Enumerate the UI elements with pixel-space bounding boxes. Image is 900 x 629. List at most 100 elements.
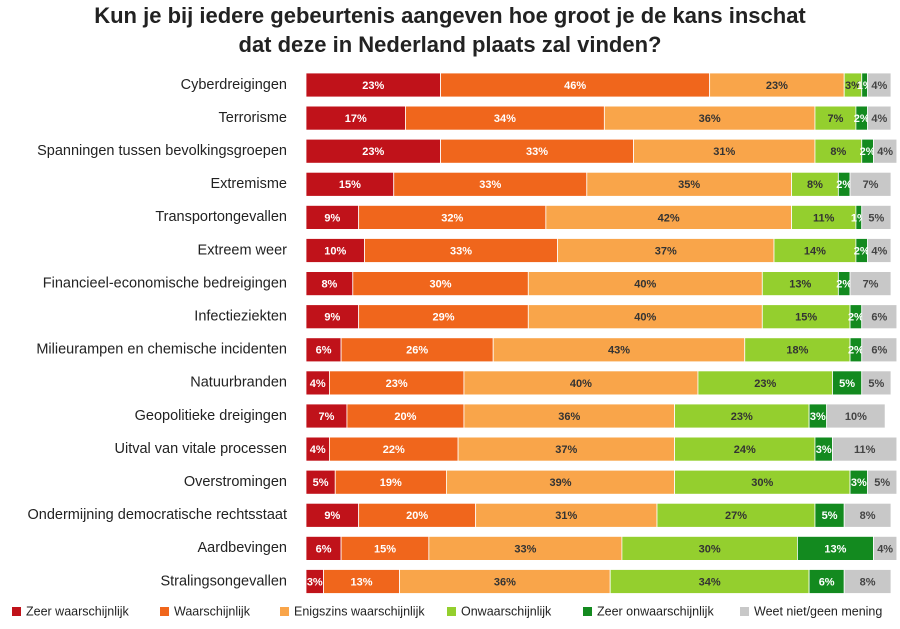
data-label: 36% (494, 576, 516, 588)
data-label: 5% (822, 510, 838, 522)
data-label: 3% (845, 80, 861, 92)
bar-segment (305, 536, 342, 561)
data-label: 15% (795, 312, 817, 324)
data-label: 8% (860, 576, 876, 588)
data-label: 19% (380, 477, 402, 489)
bar-segment (697, 370, 833, 396)
bar-segment (791, 171, 839, 197)
chart-title: dat deze in Nederland plaats zal vinden? (239, 32, 662, 57)
bar-segment (861, 304, 898, 330)
bar-segment (440, 72, 711, 98)
data-label: 5% (868, 378, 884, 390)
bar-segment (656, 502, 816, 528)
data-label: 10% (324, 245, 346, 257)
data-label: 8% (807, 179, 823, 191)
data-label: 4% (310, 444, 326, 456)
data-label: 7% (863, 279, 879, 291)
bar-segment (334, 469, 447, 495)
bar-segment (814, 105, 857, 131)
legend-label: Zeer onwaarschijnlijk (597, 604, 714, 618)
bar-segment (814, 502, 845, 528)
data-label: 2% (848, 312, 864, 324)
bar-segment (808, 569, 845, 594)
legend-label: Weet niet/geen mening (754, 604, 882, 618)
category-label: Ondermijning democratische rechtsstaat (27, 507, 287, 523)
bar-segment (305, 403, 348, 429)
bar-segment (873, 138, 898, 164)
bar-segment (849, 171, 892, 197)
data-label: 33% (479, 179, 501, 191)
data-label: 26% (406, 345, 428, 357)
bar-segment (358, 502, 477, 528)
data-label: 13% (824, 543, 846, 555)
data-label: 31% (713, 146, 735, 158)
bar-segment (305, 171, 395, 197)
category-label: Overstromingen (184, 474, 287, 490)
data-label: 11% (854, 444, 876, 456)
category-label: Milieurampen en chemische incidenten (36, 342, 287, 358)
data-label: 4% (871, 245, 887, 257)
data-label: 39% (549, 477, 571, 489)
bar-segment (305, 304, 360, 330)
bar-segment (358, 204, 547, 230)
bar-segment (861, 204, 892, 230)
data-label: 20% (394, 411, 416, 423)
data-label: 4% (871, 113, 887, 125)
data-label: 23% (362, 80, 384, 92)
data-label: 5% (874, 477, 890, 489)
data-label: 6% (316, 345, 332, 357)
data-label: 6% (819, 576, 835, 588)
data-label: 3% (851, 477, 867, 489)
data-label: 5% (839, 378, 855, 390)
category-label: Uitval van vitale processen (115, 441, 287, 457)
category-label: Geopolitieke dreigingen (135, 408, 287, 424)
data-label: 32% (441, 212, 463, 224)
data-label: 29% (432, 312, 454, 324)
bar-segment (352, 271, 529, 297)
bar-segment (867, 105, 892, 131)
bar-segment (346, 403, 465, 429)
bar-segment (633, 138, 816, 164)
data-label: 5% (313, 477, 329, 489)
data-label: 8% (321, 279, 337, 291)
data-label: 2% (854, 245, 870, 257)
category-label: Extremisme (210, 176, 287, 192)
bar-segment (867, 72, 892, 98)
bar-segment (305, 502, 360, 528)
data-label: 13% (351, 576, 373, 588)
bar-segment (305, 138, 441, 164)
category-label: Infectieziekten (194, 309, 287, 325)
data-label: 4% (877, 146, 893, 158)
data-label: 7% (827, 113, 843, 125)
data-label: 6% (871, 345, 887, 357)
category-label: Spanningen tussen bevolkingsgroepen (37, 143, 287, 159)
chart-title: Kun je bij iedere gebeurtenis aangeven h… (94, 3, 806, 28)
bar-segment (405, 105, 605, 131)
bar-segment (843, 502, 892, 528)
data-label: 9% (324, 510, 340, 522)
data-label: 31% (555, 510, 577, 522)
data-label: 2% (860, 146, 876, 158)
data-label: 43% (608, 345, 630, 357)
data-label: 17% (345, 113, 367, 125)
bar-segment (832, 370, 863, 396)
bar-segment (475, 502, 658, 528)
bar-segment (621, 536, 798, 561)
data-label: 15% (339, 179, 361, 191)
data-label: 8% (860, 510, 876, 522)
data-label: 3% (307, 576, 323, 588)
data-label: 36% (699, 113, 721, 125)
bar-segment (867, 469, 898, 495)
data-label: 37% (655, 245, 677, 257)
data-label: 22% (383, 444, 405, 456)
bar-segment (428, 536, 623, 561)
bar-segment (674, 436, 816, 462)
bar-segment (393, 171, 588, 197)
bar-segment (399, 569, 611, 594)
data-label: 30% (430, 279, 452, 291)
bar-segment (832, 436, 898, 462)
data-label: 20% (406, 510, 428, 522)
data-label: 3% (810, 411, 826, 423)
legend-swatch (740, 607, 749, 616)
